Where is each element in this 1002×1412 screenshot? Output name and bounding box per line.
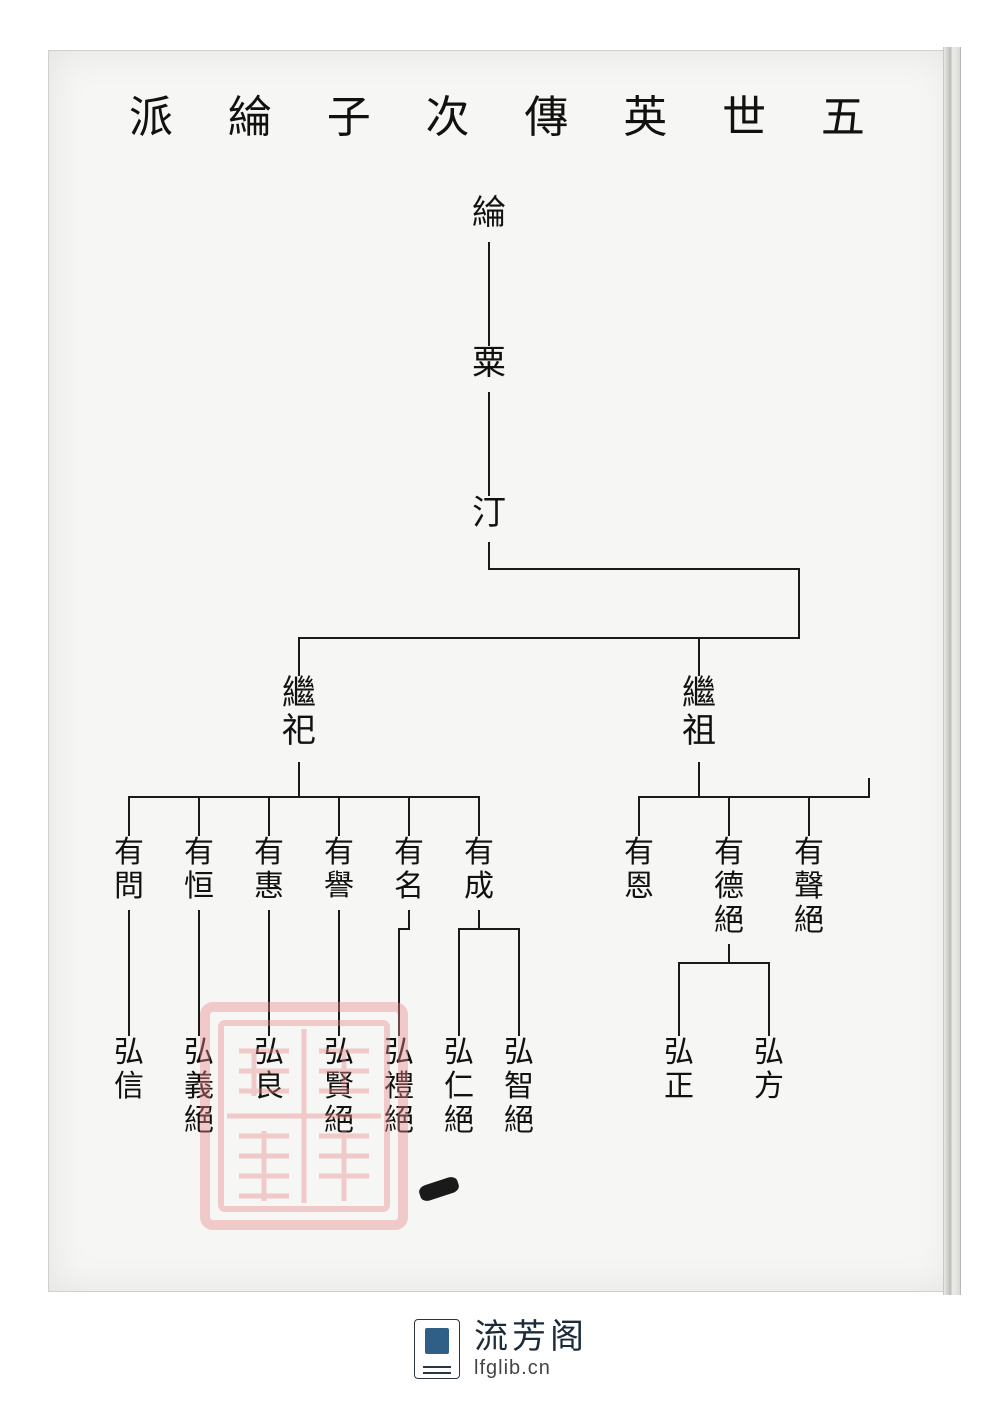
svg-text:有: 有 bbox=[324, 836, 354, 869]
svg-text:有: 有 bbox=[394, 836, 424, 869]
title-char: 傳 bbox=[524, 81, 576, 145]
svg-text:方: 方 bbox=[754, 1070, 784, 1103]
svg-text:弘: 弘 bbox=[444, 1036, 474, 1069]
svg-text:祀: 祀 bbox=[282, 712, 316, 750]
svg-text:正: 正 bbox=[664, 1070, 694, 1103]
svg-text:繼: 繼 bbox=[682, 674, 716, 712]
svg-text:絕: 絕 bbox=[444, 1104, 474, 1137]
svg-text:德: 德 bbox=[714, 870, 744, 903]
svg-text:有: 有 bbox=[464, 836, 494, 869]
site-logo-icon bbox=[414, 1319, 460, 1379]
site-url: lfglib.cn bbox=[474, 1357, 588, 1379]
footer-text: 流芳阁 lfglib.cn bbox=[474, 1319, 588, 1378]
svg-text:有: 有 bbox=[114, 836, 144, 869]
svg-text:恩: 恩 bbox=[624, 870, 654, 903]
svg-text:智: 智 bbox=[504, 1070, 534, 1103]
tree-svg: 綸粟汀繼祖繼祀有聲絕有德絕弘方弘正有恩有成弘智絕弘仁絕有名弘禮絕有譽弘賢絕有惠弘… bbox=[49, 161, 955, 1281]
svg-text:名: 名 bbox=[394, 870, 424, 903]
genealogy-tree: 綸粟汀繼祖繼祀有聲絕有德絕弘方弘正有恩有成弘智絕弘仁絕有名弘禮絕有譽弘賢絕有惠弘… bbox=[49, 161, 953, 1291]
svg-text:絕: 絕 bbox=[714, 904, 744, 937]
svg-text:弘: 弘 bbox=[504, 1036, 534, 1069]
svg-text:弘: 弘 bbox=[754, 1036, 784, 1069]
svg-text:成: 成 bbox=[464, 870, 494, 903]
title-char: 世 bbox=[722, 81, 774, 145]
svg-text:弘: 弘 bbox=[114, 1036, 144, 1069]
svg-text:有: 有 bbox=[184, 836, 214, 869]
svg-text:譽: 譽 bbox=[324, 870, 354, 903]
title-char: 子 bbox=[327, 81, 379, 145]
svg-text:絕: 絕 bbox=[794, 904, 824, 937]
svg-text:恒: 恒 bbox=[184, 870, 214, 903]
site-name: 流芳阁 bbox=[474, 1319, 588, 1356]
svg-text:問: 問 bbox=[114, 870, 144, 903]
paper-background: 五 世 英 傳 次 子 綸 派 綸粟汀繼祖繼祀有聲絕有德絕弘方弘正有恩有成弘智絕… bbox=[48, 50, 954, 1292]
svg-text:信: 信 bbox=[114, 1070, 144, 1103]
svg-text:繼: 繼 bbox=[282, 674, 316, 712]
svg-text:弘: 弘 bbox=[664, 1036, 694, 1069]
svg-text:惠: 惠 bbox=[254, 870, 284, 903]
svg-text:祖: 祖 bbox=[682, 713, 716, 750]
svg-text:有: 有 bbox=[624, 836, 654, 869]
svg-text:有: 有 bbox=[714, 836, 744, 869]
title-char: 綸 bbox=[228, 81, 280, 145]
svg-text:綸: 綸 bbox=[472, 194, 506, 232]
red-seal-stamp bbox=[199, 1001, 409, 1231]
svg-text:有: 有 bbox=[794, 836, 824, 869]
title-char: 五 bbox=[821, 81, 873, 145]
svg-text:仁: 仁 bbox=[444, 1070, 474, 1103]
svg-text:粟: 粟 bbox=[472, 345, 506, 382]
title-char: 派 bbox=[129, 81, 181, 145]
svg-text:汀: 汀 bbox=[472, 495, 506, 532]
svg-text:絕: 絕 bbox=[504, 1104, 534, 1137]
page-title: 五 世 英 傳 次 子 綸 派 bbox=[109, 81, 893, 145]
svg-text:有: 有 bbox=[254, 836, 284, 869]
svg-text:聲: 聲 bbox=[794, 870, 824, 903]
title-char: 英 bbox=[623, 81, 675, 145]
site-footer: 流芳阁 lfglib.cn bbox=[0, 1314, 1002, 1384]
title-char: 次 bbox=[426, 81, 478, 145]
